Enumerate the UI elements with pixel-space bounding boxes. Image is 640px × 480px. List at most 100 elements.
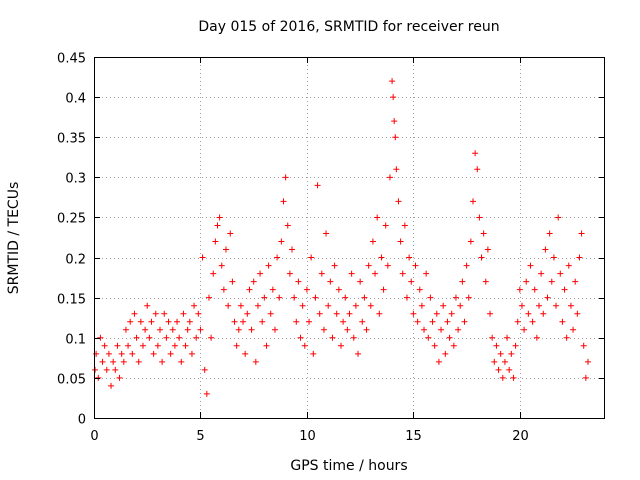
data-point: [542, 246, 549, 253]
plot-frame: [94, 57, 605, 419]
data-point: [135, 358, 142, 365]
data-point: [467, 238, 474, 245]
data-point: [284, 222, 291, 229]
data-point: [325, 302, 332, 309]
data-point: [278, 238, 285, 245]
data-point: [446, 334, 453, 341]
data-point: [295, 278, 302, 285]
data-point: [257, 270, 264, 277]
data-point: [478, 254, 485, 261]
data-point: [125, 342, 132, 349]
data-point: [137, 318, 144, 325]
data-point: [178, 358, 185, 365]
data-point: [303, 286, 310, 293]
data-point: [348, 270, 355, 277]
data-point: [346, 310, 353, 317]
data-point: [271, 326, 278, 333]
data-point: [133, 334, 140, 341]
data-point: [403, 294, 410, 301]
data-point: [397, 238, 404, 245]
data-point: [523, 278, 530, 285]
data-point: [165, 318, 172, 325]
data-point: [489, 334, 496, 341]
data-point: [435, 358, 442, 365]
data-point: [199, 254, 206, 261]
data-point: [408, 278, 415, 285]
data-point: [220, 286, 227, 293]
data-point: [576, 254, 583, 261]
data-point: [440, 302, 447, 309]
data-point: [186, 318, 193, 325]
data-point: [384, 262, 391, 269]
data-point: [182, 342, 189, 349]
data-point: [139, 342, 146, 349]
data-point: [171, 342, 178, 349]
data-point: [510, 374, 517, 381]
data-point: [210, 270, 217, 277]
data-point: [457, 302, 464, 309]
data-point: [216, 214, 223, 221]
data-point: [214, 222, 221, 229]
data-point: [231, 318, 238, 325]
data-point: [427, 294, 434, 301]
data-point: [469, 198, 476, 205]
data-point: [574, 310, 581, 317]
data-point: [242, 350, 249, 357]
y-tick-label: 0: [78, 413, 86, 428]
data-point: [205, 294, 212, 301]
y-tick-label: 0.25: [57, 212, 86, 227]
data-point: [254, 302, 261, 309]
data-point: [550, 254, 557, 261]
y-tick-label: 0.35: [57, 132, 86, 147]
data-point: [167, 350, 174, 357]
axis-ticks: 0 0.05 0.1 0.15 0.2 0.25 0.3 0.35 0.4 0.45 0 5 10 15 2…: [57, 52, 605, 444]
data-point: [544, 294, 551, 301]
data-point: [299, 302, 306, 309]
data-point: [161, 310, 168, 317]
data-point: [495, 366, 502, 373]
data-point: [320, 326, 327, 333]
data-point: [318, 270, 325, 277]
data-point: [529, 318, 536, 325]
data-point: [504, 334, 511, 341]
y-tick-label: 0.1: [65, 333, 86, 348]
data-point: [227, 230, 234, 237]
data-point: [382, 222, 389, 229]
data-point: [350, 334, 357, 341]
data-point: [131, 310, 138, 317]
data-point: [157, 326, 164, 333]
data-point: [386, 174, 393, 181]
data-point: [150, 350, 157, 357]
data-point: [223, 246, 230, 253]
data-point: [521, 326, 528, 333]
data-point: [282, 174, 289, 181]
data-point: [369, 238, 376, 245]
data-point: [329, 334, 336, 341]
data-point: [169, 326, 176, 333]
data-point: [374, 214, 381, 221]
data-point: [380, 286, 387, 293]
data-point: [235, 326, 242, 333]
data-point: [584, 358, 591, 365]
y-tick-label: 0.3: [65, 172, 86, 187]
data-point: [212, 238, 219, 245]
data-point: [418, 302, 425, 309]
data-point: [480, 230, 487, 237]
data-point: [448, 310, 455, 317]
data-point: [553, 302, 560, 309]
data-point: [188, 350, 195, 357]
data-point: [122, 326, 129, 333]
data-point: [416, 286, 423, 293]
data-point: [474, 166, 481, 173]
data-point: [331, 262, 338, 269]
data-point: [367, 302, 374, 309]
data-point: [159, 358, 166, 365]
data-point: [535, 302, 542, 309]
data-point: [512, 342, 519, 349]
data-point: [297, 334, 304, 341]
data-point: [463, 262, 470, 269]
data-point: [559, 318, 566, 325]
data-point: [393, 166, 400, 173]
data-point: [286, 270, 293, 277]
data-point: [291, 294, 298, 301]
